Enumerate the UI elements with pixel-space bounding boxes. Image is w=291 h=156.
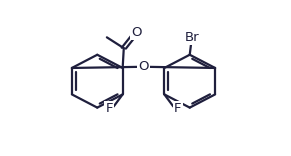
Text: F: F: [105, 102, 113, 115]
Text: F: F: [174, 102, 182, 115]
Text: Br: Br: [185, 31, 199, 44]
Text: O: O: [138, 60, 149, 73]
Text: O: O: [131, 26, 141, 39]
